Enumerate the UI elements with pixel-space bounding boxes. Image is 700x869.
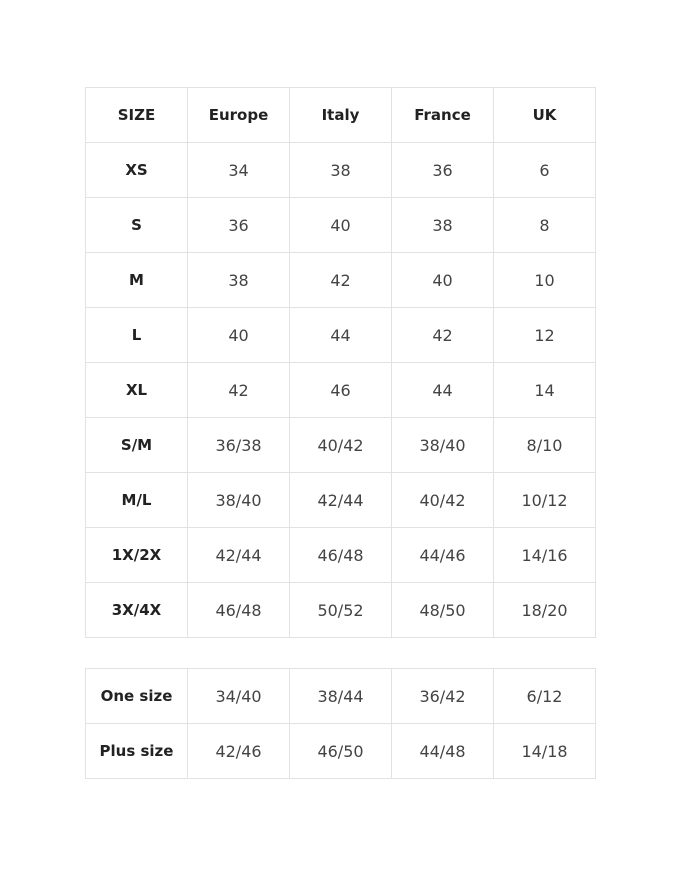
table-row: S 36 40 38 8 xyxy=(85,197,596,253)
table-cell: 46 xyxy=(289,362,392,418)
table-cell: 8 xyxy=(493,197,596,253)
table-row: One size 34/40 38/44 36/42 6/12 xyxy=(85,668,596,724)
table-row: M/L 38/40 42/44 40/42 10/12 xyxy=(85,472,596,528)
header-cell: One size xyxy=(85,668,188,724)
table-cell: 48/50 xyxy=(391,582,494,638)
table-cell: 14 xyxy=(493,362,596,418)
table-row: 1X/2X 42/44 46/48 44/46 14/16 xyxy=(85,527,596,583)
table-cell: 44/46 xyxy=(391,527,494,583)
table-cell: 38 xyxy=(391,197,494,253)
header-cell: UK xyxy=(493,87,596,143)
table-cell: 50/52 xyxy=(289,582,392,638)
header-cell: France xyxy=(391,87,494,143)
table-cell: 44 xyxy=(391,362,494,418)
table-cell: 38/40 xyxy=(391,417,494,473)
table-cell: 46/48 xyxy=(289,527,392,583)
header-cell: Italy xyxy=(289,87,392,143)
table-row: XL 42 46 44 14 xyxy=(85,362,596,418)
header-cell: S xyxy=(85,197,188,253)
header-cell: XL xyxy=(85,362,188,418)
table-cell: 42/44 xyxy=(187,527,290,583)
table-cell: 40 xyxy=(187,307,290,363)
table-cell: 8/10 xyxy=(493,417,596,473)
table-cell: 44 xyxy=(289,307,392,363)
table-row: Plus size 42/46 46/50 44/48 14/18 xyxy=(85,723,596,779)
header-cell: L xyxy=(85,307,188,363)
header-cell: 3X/4X xyxy=(85,582,188,638)
table-row: 3X/4X 46/48 50/52 48/50 18/20 xyxy=(85,582,596,638)
table-cell: 10/12 xyxy=(493,472,596,528)
table-cell: 46/50 xyxy=(289,723,392,779)
table-cell: 6/12 xyxy=(493,668,596,724)
header-cell: S/M xyxy=(85,417,188,473)
table-cell: 36 xyxy=(391,142,494,198)
table-row: S/M 36/38 40/42 38/40 8/10 xyxy=(85,417,596,473)
header-cell: XS xyxy=(85,142,188,198)
table-cell: 40/42 xyxy=(289,417,392,473)
table-cell: 6 xyxy=(493,142,596,198)
header-cell: Europe xyxy=(187,87,290,143)
table-cell: 42 xyxy=(391,307,494,363)
table-cell: 38 xyxy=(187,252,290,308)
header-cell: M/L xyxy=(85,472,188,528)
table-cell: 46/48 xyxy=(187,582,290,638)
table-cell: 40 xyxy=(289,197,392,253)
extra-size-table: One size 34/40 38/44 36/42 6/12 Plus size 42/4… xyxy=(85,668,596,779)
size-table: SIZE Europe Italy France UK XS 34 38 36 6 S 36 40 38 8… xyxy=(85,87,596,638)
table-cell: 14/18 xyxy=(493,723,596,779)
table-cell: 10 xyxy=(493,252,596,308)
table-cell: 34/40 xyxy=(187,668,290,724)
table-cell: 42 xyxy=(289,252,392,308)
table-cell: 36 xyxy=(187,197,290,253)
table-cell: 38/44 xyxy=(289,668,392,724)
table-cell: 42 xyxy=(187,362,290,418)
table-row: M 38 42 40 10 xyxy=(85,252,596,308)
table-cell: 42/44 xyxy=(289,472,392,528)
header-cell: Plus size xyxy=(85,723,188,779)
table-cell: 34 xyxy=(187,142,290,198)
table-cell: 44/48 xyxy=(391,723,494,779)
table-cell: 18/20 xyxy=(493,582,596,638)
table-cell: 14/16 xyxy=(493,527,596,583)
header-cell: M xyxy=(85,252,188,308)
table-cell: 40/42 xyxy=(391,472,494,528)
table-cell: 12 xyxy=(493,307,596,363)
table-row: XS 34 38 36 6 xyxy=(85,142,596,198)
table-cell: 40 xyxy=(391,252,494,308)
table-row: SIZE Europe Italy France UK xyxy=(85,87,596,143)
table-row: L 40 44 42 12 xyxy=(85,307,596,363)
header-cell: 1X/2X xyxy=(85,527,188,583)
table-cell: 42/46 xyxy=(187,723,290,779)
table-cell: 38 xyxy=(289,142,392,198)
table-cell: 36/38 xyxy=(187,417,290,473)
table-cell: 38/40 xyxy=(187,472,290,528)
header-cell: SIZE xyxy=(85,87,188,143)
table-cell: 36/42 xyxy=(391,668,494,724)
